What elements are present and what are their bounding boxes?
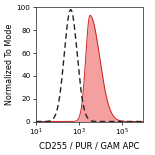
X-axis label: CD255 / PUR / GAM APC: CD255 / PUR / GAM APC [39, 141, 140, 150]
Y-axis label: Normalized To Mode: Normalized To Mode [5, 24, 14, 105]
